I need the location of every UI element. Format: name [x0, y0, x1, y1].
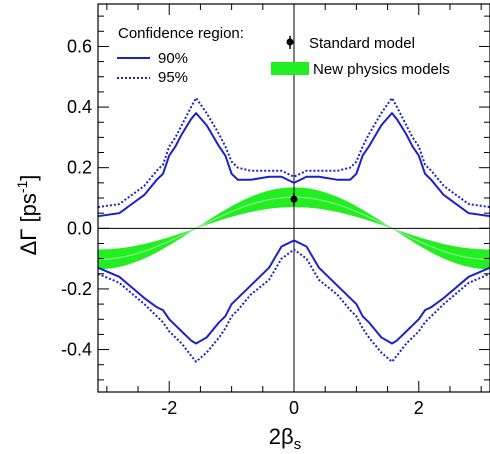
curve-95pct-lower — [97, 248, 490, 363]
legend-95-label: 95% — [158, 69, 188, 86]
y-tick-label: 0.4 — [67, 97, 92, 117]
y-axis-ticks: -0.4 -0.2 0.0 0.2 0.4 0.6 — [61, 15, 490, 381]
legend-title: Confidence region: — [118, 25, 244, 42]
legend-np-label: New physics models — [313, 61, 450, 78]
sm-point — [290, 193, 298, 206]
legend-np-swatch — [271, 62, 309, 75]
y-tick-label: 0.6 — [67, 36, 92, 56]
y-tick-label: -0.2 — [61, 279, 92, 299]
x-axis-ticks: -2 0 2 — [106, 4, 482, 418]
x-tick-label: 2 — [414, 398, 424, 418]
curve-90pct-lower — [97, 239, 490, 345]
confidence-curves — [97, 96, 490, 363]
legend-90-label: 90% — [158, 50, 188, 67]
sm-marker — [290, 195, 298, 203]
y-tick-label: 0.0 — [67, 218, 92, 238]
x-tick-label: -2 — [161, 398, 177, 418]
y-tick-label: 0.2 — [67, 158, 92, 178]
curve-90pct-upper — [97, 112, 490, 218]
legend-models: Standard model New physics models — [271, 35, 450, 78]
y-axis-title: ΔΓ [ps-1] — [14, 175, 41, 256]
legend-sm-marker — [286, 38, 294, 46]
x-axis-title: 2βs — [269, 424, 301, 453]
x-tick-label: 0 — [289, 398, 299, 418]
legend-sm-label: Standard model — [309, 35, 415, 52]
legend-confidence: Confidence region: 90% 95% — [117, 25, 244, 86]
y-tick-label: -0.4 — [61, 340, 92, 360]
